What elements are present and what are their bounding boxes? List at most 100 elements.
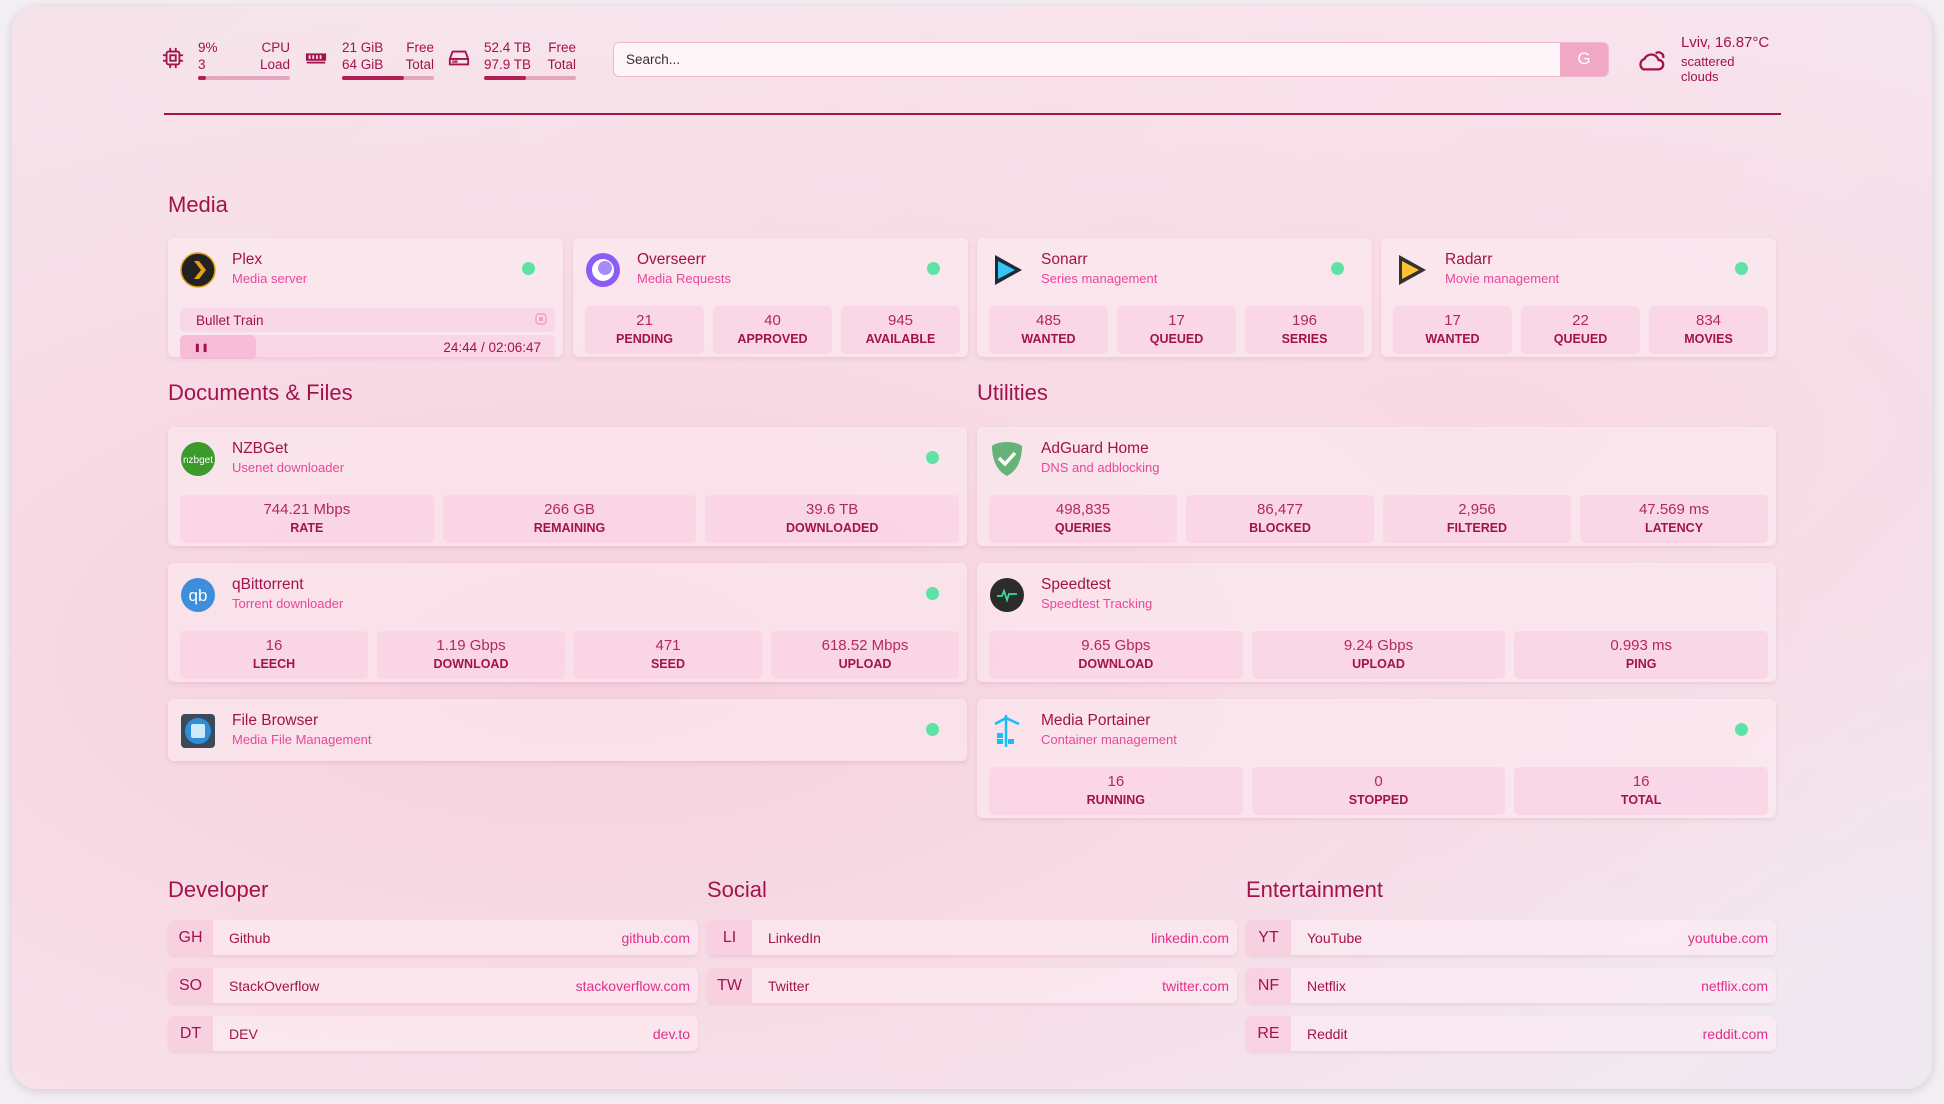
- memory-total: 64 GiB: [342, 56, 384, 72]
- cpu-widget: 9% CPU 3 Load: [162, 39, 290, 80]
- stat-label: SERIES: [1281, 332, 1328, 346]
- service-name[interactable]: Overseerr: [637, 251, 706, 268]
- bookmark-url: github.com: [621, 929, 690, 946]
- disk-icon: [448, 50, 470, 65]
- service-card-qbittorrent[interactable]: qb qBittorrent Torrent downloader 16 LEECH 1.…: [168, 563, 967, 682]
- stat-label: TOTAL: [1620, 793, 1662, 807]
- cpu-usage: 9%: [198, 39, 218, 55]
- service-description: Movie management: [1445, 271, 1560, 286]
- stat-label: DOWNLOAD: [433, 657, 509, 671]
- status-indicator: [522, 262, 535, 275]
- search-provider-button[interactable]: G: [1560, 42, 1608, 76]
- stat-label: RATE: [290, 521, 324, 535]
- stat-label: DOWNLOAD: [1078, 657, 1154, 671]
- stat-label: AVAILABLE: [865, 332, 936, 346]
- memory-free: 21 GiB: [342, 39, 384, 55]
- service-description: Speedtest Tracking: [1041, 596, 1153, 611]
- card-title-block: NZBGet Usenet downloader: [232, 439, 344, 477]
- service-card-plex[interactable]: Plex Media server Bullet Train ❚❚ 24:44 / 02…: [168, 238, 563, 359]
- stats-row: 16 LEECH 1.19 Gbps DOWNLOAD 471 SEED 618.52 Mb…: [180, 631, 959, 679]
- bookmark-reddit[interactable]: RE Reddit reddit.com: [1246, 1016, 1776, 1051]
- bookmark-stackoverflow[interactable]: SO StackOverflow stackoverflow.com: [168, 968, 698, 1003]
- stats-row: 17 WANTED 22 QUEUED 834 MOVIES: [1393, 306, 1768, 354]
- service-card-file-browser[interactable]: File Browser Media File Management: [168, 699, 967, 761]
- service-card-nzbget[interactable]: nzbget NZBGet Usenet downloader 744.21 Mbps…: [168, 427, 967, 546]
- stat-movies: 834 MOVIES: [1649, 306, 1768, 354]
- stat-available: 945 AVAILABLE: [841, 306, 960, 354]
- bookmark-abbr: TW: [707, 968, 752, 1003]
- service-name[interactable]: Speedtest: [1041, 576, 1111, 593]
- stat-queries: 498,835 QUERIES: [989, 495, 1177, 543]
- bookmark-url: dev.to: [652, 1025, 690, 1042]
- bookmark-github[interactable]: GH Github github.com: [168, 920, 698, 955]
- cloud-sun-icon: [1639, 51, 1665, 71]
- stat-label: QUEUED: [1553, 332, 1608, 346]
- bookmark-abbr: DT: [168, 1016, 213, 1051]
- portainer-icon: [989, 713, 1025, 749]
- section-title-documents: Documents & Files: [168, 380, 353, 405]
- section-title-media: Media: [168, 192, 228, 217]
- stat-value: 618.52 Mbps: [821, 637, 909, 654]
- stats-row: 744.21 Mbps RATE 266 GB REMAINING 39.6 TB DOW…: [180, 495, 960, 543]
- stat-label: LEECH: [252, 657, 296, 671]
- stat-approved: 40 APPROVED: [713, 306, 832, 354]
- status-indicator: [1735, 723, 1748, 736]
- stat-label: MOVIES: [1684, 332, 1733, 346]
- card-header: File Browser Media File Management: [180, 711, 959, 761]
- service-name[interactable]: Sonarr: [1041, 251, 1088, 268]
- bookmark-url: reddit.com: [1702, 1025, 1768, 1042]
- stat-value: 39.6 TB: [806, 501, 859, 518]
- service-name[interactable]: AdGuard Home: [1041, 440, 1149, 457]
- svg-text:nzbget: nzbget: [183, 455, 213, 466]
- stat-stopped: 0 STOPPED: [1251, 767, 1506, 815]
- pause-button[interactable]: ❚❚: [180, 335, 256, 359]
- service-card-speedtest[interactable]: Speedtest Speedtest Tracking 9.65 Gbps DOWN…: [977, 563, 1776, 682]
- service-card-adguard-home[interactable]: AdGuard Home DNS and adblocking 498,835 QUE…: [977, 427, 1776, 546]
- service-card-sonarr[interactable]: Sonarr Series management 485 WANTED 17 QUEUED…: [977, 238, 1372, 357]
- stat-value: 16: [265, 637, 283, 654]
- memory-bar: [342, 75, 434, 80]
- service-name[interactable]: NZBGet: [232, 440, 288, 457]
- cpu-label: CPU: [261, 39, 290, 55]
- bookmark-twitter[interactable]: TW Twitter twitter.com: [707, 968, 1237, 1003]
- bookmark-linkedin[interactable]: LI LinkedIn linkedin.com: [707, 920, 1237, 955]
- stat-label: PENDING: [616, 332, 673, 346]
- stat-label: SEED: [650, 657, 686, 671]
- service-card-overseerr[interactable]: Overseerr Media Requests 21 PENDING 40 APPROV…: [573, 238, 968, 357]
- free-label: Free: [406, 39, 434, 55]
- stat-label: QUEUED: [1149, 332, 1204, 346]
- load-label: Load: [259, 56, 290, 72]
- stat-label: STOPPED: [1348, 793, 1409, 807]
- status-indicator: [927, 262, 940, 275]
- weather-location: Lviv, 16.87°C: [1680, 34, 1770, 51]
- service-name[interactable]: Plex: [232, 251, 263, 268]
- service-description: Container management: [1041, 732, 1177, 747]
- service-card-media-portainer[interactable]: Media Portainer Container management 16 RUN…: [977, 699, 1776, 818]
- card-header: Media Portainer Container management: [989, 711, 1768, 761]
- card-title-block: AdGuard Home DNS and adblocking: [1041, 439, 1160, 477]
- stat-label: APPROVED: [737, 332, 808, 346]
- service-description: DNS and adblocking: [1041, 460, 1160, 475]
- cpu-load: 3: [198, 56, 206, 72]
- service-name[interactable]: Media Portainer: [1041, 712, 1151, 729]
- bookmark-netflix[interactable]: NF Netflix netflix.com: [1246, 968, 1776, 1003]
- service-name[interactable]: File Browser: [232, 712, 319, 729]
- service-card-radarr[interactable]: Radarr Movie management 17 WANTED 22 QUEUED 83…: [1381, 238, 1776, 357]
- bookmark-dev[interactable]: DT DEV dev.to: [168, 1016, 698, 1051]
- stat-value: 22: [1572, 312, 1589, 329]
- card-title-block: Media Portainer Container management: [1041, 711, 1177, 749]
- search-box: G: [613, 41, 1609, 77]
- bookmark-abbr: GH: [168, 920, 213, 955]
- bookmark-youtube[interactable]: YT YouTube youtube.com: [1246, 920, 1776, 955]
- stat-value: 744.21 Mbps: [263, 501, 351, 518]
- now-playing-title: Bullet Train: [196, 312, 264, 328]
- service-name[interactable]: qBittorrent: [232, 576, 304, 593]
- service-description: Media File Management: [232, 732, 372, 747]
- stats-row: 485 WANTED 17 QUEUED 196 SERIES: [989, 306, 1364, 354]
- bookmark-name: LinkedIn: [768, 929, 821, 946]
- service-description: Media server: [232, 271, 308, 286]
- service-name[interactable]: Radarr: [1445, 251, 1493, 268]
- playback-time: 24:44 / 02:06:47: [443, 339, 541, 355]
- search-input[interactable]: [614, 42, 1560, 76]
- card-header: qb qBittorrent Torrent downloader: [180, 575, 959, 625]
